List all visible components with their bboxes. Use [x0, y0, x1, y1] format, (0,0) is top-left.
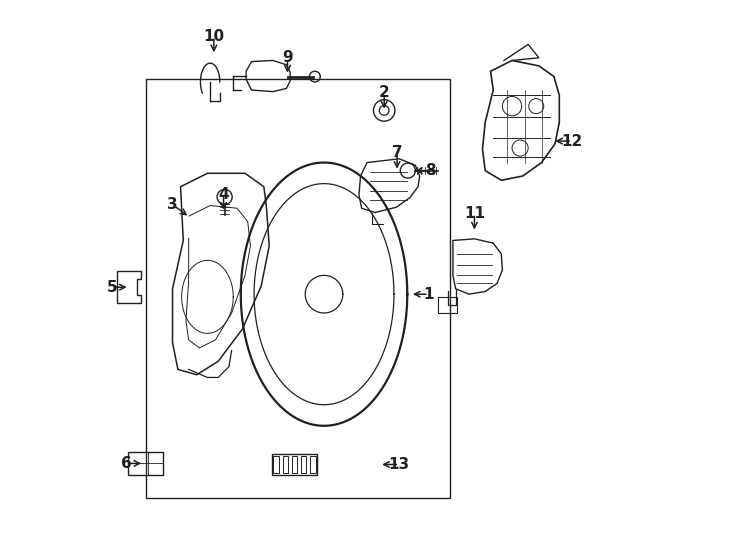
- Text: 6: 6: [121, 456, 131, 471]
- Text: 11: 11: [464, 206, 485, 221]
- Text: 2: 2: [379, 85, 390, 100]
- Bar: [145, 79, 450, 498]
- Text: 8: 8: [425, 163, 436, 178]
- Text: 5: 5: [107, 280, 117, 295]
- Text: 12: 12: [562, 133, 583, 148]
- Text: 10: 10: [203, 29, 225, 44]
- Text: 7: 7: [392, 145, 402, 160]
- Text: 4: 4: [218, 187, 229, 202]
- Text: 3: 3: [167, 197, 178, 212]
- Text: 1: 1: [424, 287, 434, 302]
- Text: 13: 13: [389, 457, 410, 472]
- Text: 9: 9: [282, 50, 293, 65]
